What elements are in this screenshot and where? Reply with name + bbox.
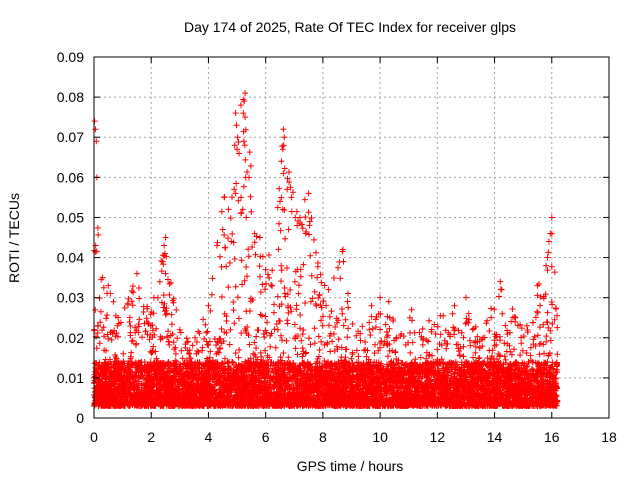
data-point — [394, 387, 401, 394]
data-point — [531, 382, 538, 389]
data-point — [544, 358, 551, 365]
data-points — [91, 90, 561, 409]
data-point — [181, 360, 188, 367]
data-point — [316, 360, 323, 367]
data-point — [219, 360, 226, 367]
data-point — [524, 363, 531, 370]
data-point — [221, 367, 228, 374]
data-point — [243, 367, 250, 374]
data-point — [306, 361, 313, 368]
data-point — [193, 371, 200, 378]
data-point — [179, 365, 186, 372]
data-point — [416, 373, 423, 380]
chart-title: Day 174 of 2025, Rate Of TEC Index for r… — [184, 19, 516, 35]
data-point — [549, 378, 556, 385]
data-point — [418, 381, 425, 388]
data-point — [527, 370, 534, 377]
data-point — [399, 360, 406, 367]
